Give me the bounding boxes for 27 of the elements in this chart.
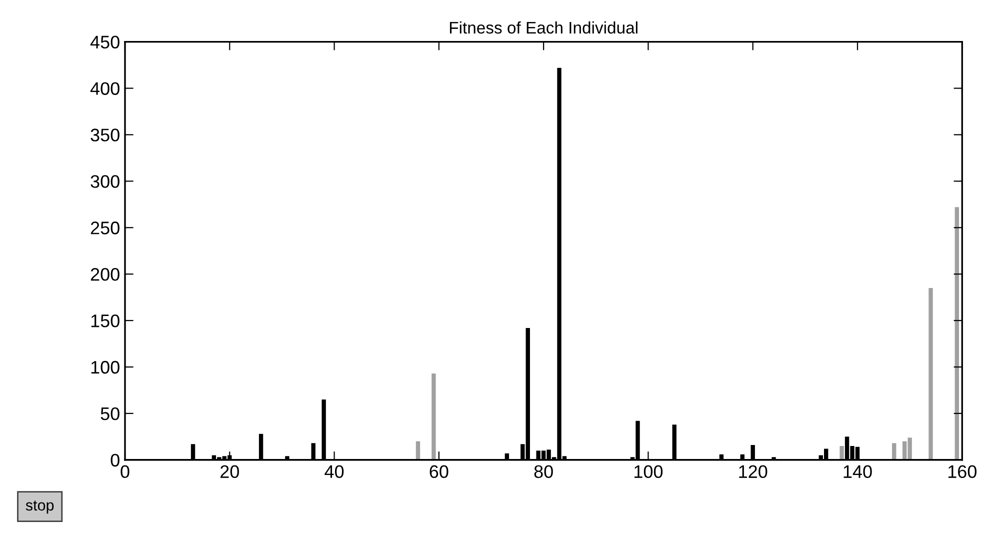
text: stop xyxy=(26,500,54,514)
bar xyxy=(416,441,420,460)
y-tick-label: 150 xyxy=(91,314,120,328)
y-tick-label: 350 xyxy=(90,128,120,142)
x-tick-label: 20 xyxy=(220,465,239,478)
y-tick-label: 400 xyxy=(90,82,120,95)
bar xyxy=(954,207,959,460)
x-tick-label: 60 xyxy=(430,465,448,478)
x-tick-label: 80 xyxy=(534,465,553,478)
y-tick-label: 450 xyxy=(90,36,120,49)
bar xyxy=(928,288,933,460)
x-tick-label: 160 xyxy=(948,465,976,478)
y-tick-label: 300 xyxy=(90,175,120,188)
bar xyxy=(432,373,436,460)
x-tick-label: 0 xyxy=(120,465,130,478)
bar xyxy=(840,446,844,460)
y-tick-label: 0 xyxy=(110,454,120,467)
x-tick-label: 100 xyxy=(634,465,663,478)
y-tick-label: 250 xyxy=(90,222,120,234)
x-tick-label: 120 xyxy=(739,465,768,478)
chart-title: Fitness of Each Individual xyxy=(450,21,638,34)
x-tick-label: 140 xyxy=(844,465,872,478)
y-tick-label: 200 xyxy=(90,268,120,281)
bar xyxy=(892,443,896,460)
y-tick-label: 100 xyxy=(91,360,120,374)
y-tick-label: 50 xyxy=(100,407,120,420)
x-tick-label: 40 xyxy=(324,465,344,478)
